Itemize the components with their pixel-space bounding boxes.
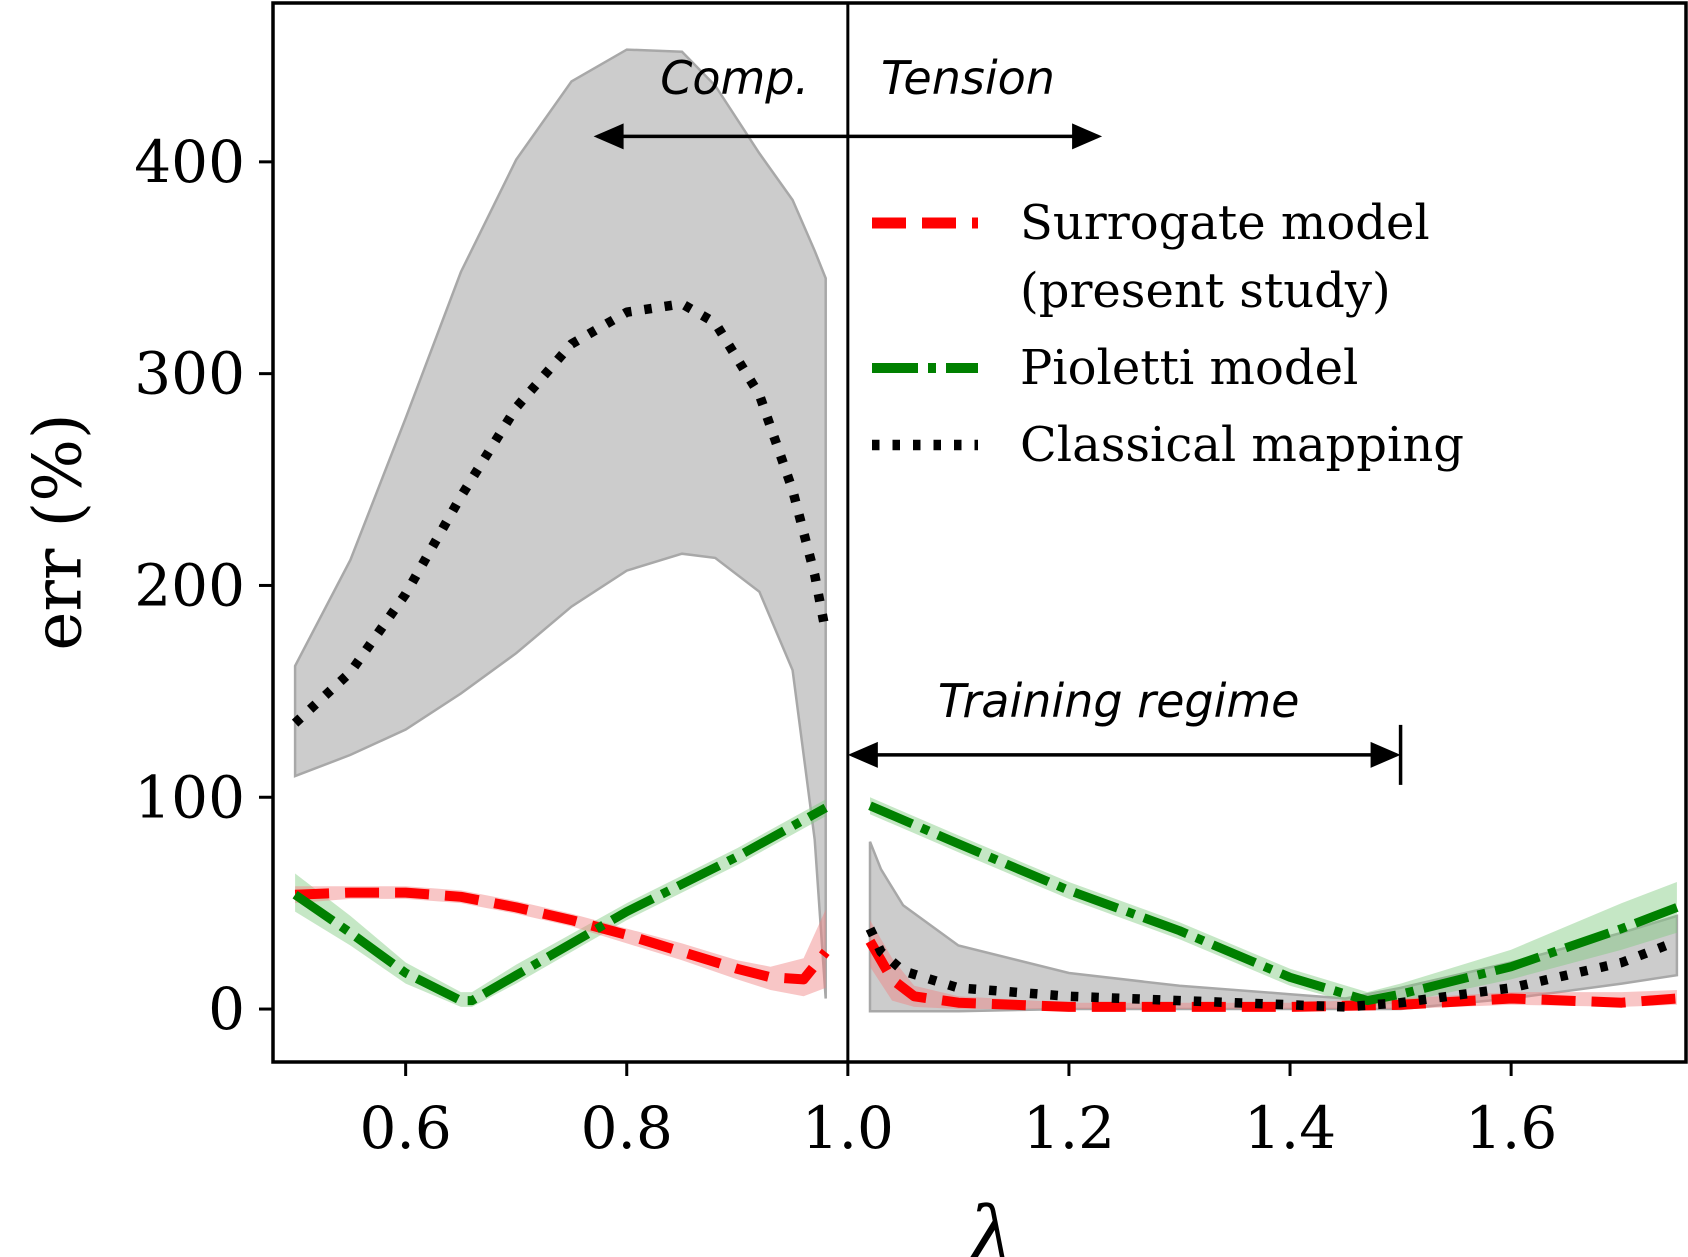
x-tick-label: 1.0	[802, 1094, 894, 1162]
axis-ticks: 0.6 0.8 1.0 1.2 1.4 1.6 0 100 200 300 400	[134, 128, 1557, 1162]
plot-frame	[271, 1, 1688, 1064]
classical-band-segment-1	[293, 48, 827, 999]
tension-label: Tension	[881, 51, 1055, 105]
training-regime-arrow-right-head	[1370, 741, 1401, 768]
training-regime-label: Training regime	[938, 674, 1300, 728]
uncertainty-bands	[293, 48, 1679, 1013]
x-tick-label: 1.4	[1244, 1094, 1336, 1162]
y-axis-label: err (%)	[20, 413, 97, 650]
comp-label: Comp.	[660, 51, 809, 105]
legend-label-pioletti: Pioletti model	[1020, 340, 1358, 396]
x-tick-label: 1.6	[1465, 1094, 1557, 1162]
classical-line-segment-1	[291, 299, 831, 727]
classical-line-segment-2	[865, 926, 1679, 1012]
classical-band-segment-2	[868, 841, 1679, 1013]
y-tick-label: 400	[134, 128, 245, 196]
pioletti-line-segment-2	[868, 801, 1679, 1006]
x-axis-label: λ	[964, 1191, 1016, 1257]
y-tick-label: 200	[134, 551, 245, 619]
y-tick-label: 300	[134, 340, 245, 408]
pioletti-line-segment-1	[292, 803, 828, 1006]
x-tick-label: 1.2	[1023, 1094, 1115, 1162]
surrogate-line-segment-2	[865, 938, 1678, 1012]
x-tick-label: 0.6	[360, 1094, 452, 1162]
legend-label-surrogate: Surrogate model	[1020, 195, 1430, 251]
series-lines	[291, 299, 1679, 1012]
training-regime-arrow-left-head	[847, 741, 878, 768]
comp-tension-arrow-right-head	[1072, 123, 1103, 150]
y-tick-label: 0	[208, 975, 245, 1043]
pioletti-band-segment-2	[870, 797, 1677, 1007]
surrogate-line-segment-1	[294, 887, 830, 985]
x-tick-label: 0.8	[581, 1094, 673, 1162]
y-tick-label: 100	[134, 763, 245, 831]
comp-tension-arrow-left-head	[593, 123, 624, 150]
legend-sublabel-surrogate: (present study)	[1020, 263, 1391, 319]
legend-label-classical: Classical mapping	[1020, 417, 1464, 473]
legend: Surrogate model (present study) Pioletti m…	[872, 195, 1464, 473]
annotations: Comp. Tension Training regime	[593, 51, 1403, 785]
